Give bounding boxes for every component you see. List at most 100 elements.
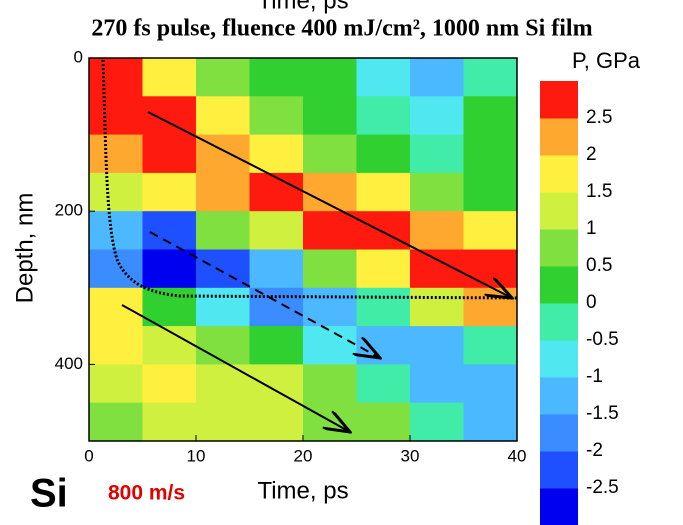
colorbar-swatch: [540, 451, 578, 489]
colorbar-swatch: [540, 340, 578, 378]
field-cell: [463, 134, 518, 174]
field-cell: [463, 287, 518, 327]
field-cell: [463, 326, 518, 365]
field-cell: [142, 134, 197, 174]
material-label: Si: [30, 472, 68, 516]
field-cell: [89, 364, 143, 404]
field-cell: [356, 172, 411, 212]
field-cell: [89, 172, 143, 212]
field-cell: [356, 249, 411, 289]
field-cell: [410, 211, 464, 250]
field-cell: [303, 58, 357, 97]
field-cell: [249, 326, 304, 365]
y-axis-label: Depth, nm: [11, 193, 38, 304]
field-cell: [196, 287, 250, 327]
field-cell: [89, 96, 143, 136]
x-tick-label: 20: [294, 446, 313, 465]
field-cell: [463, 58, 518, 97]
arrow: [149, 231, 380, 358]
colorbar-swatch: [540, 266, 578, 304]
colorbar-tick-label: 1: [586, 218, 597, 239]
field-cell: [89, 287, 143, 327]
y-tick-label: 200: [55, 201, 83, 220]
colorbar-tick-label: -1.5: [586, 403, 619, 424]
x-tick-label: 0: [84, 446, 93, 465]
field-cell: [356, 402, 411, 442]
colorbar-swatch: [540, 155, 578, 193]
field-cell: [142, 172, 197, 212]
colorbar-tick-label: 0.5: [586, 255, 612, 276]
field-cell: [303, 364, 357, 404]
colorbar-tick-label: 2.5: [586, 107, 612, 128]
colorbar-tick-label: 1.5: [586, 181, 612, 202]
field-cell: [249, 211, 304, 250]
y-tick-label: 0: [74, 47, 83, 66]
field-cell: [142, 402, 197, 442]
colorbar-tick-label: 0: [586, 292, 597, 313]
field-cell: [196, 364, 250, 404]
colorbar-swatch: [540, 414, 578, 452]
field-cell: [410, 58, 464, 97]
colorbar-title: P, GPa: [572, 48, 641, 73]
field-cell: [196, 402, 250, 442]
field-cell: [196, 249, 250, 289]
x-tick-label: 30: [401, 446, 420, 465]
field-cell: [410, 287, 464, 327]
field-cell: [89, 211, 143, 250]
field-cell: [463, 96, 518, 136]
field-cell: [249, 402, 304, 442]
field-cell: [196, 58, 250, 97]
field-cell: [303, 211, 357, 250]
field-cell: [249, 58, 304, 97]
field-cell: [463, 211, 518, 250]
field-cell: [463, 364, 518, 404]
colorbar-swatch: [540, 118, 578, 156]
colorbar-swatch: [540, 303, 578, 341]
speed-label: 800 m/s: [108, 482, 185, 505]
field-cell: [356, 96, 411, 136]
annotation-lines: [101, 59, 518, 432]
field-cell: [410, 402, 464, 442]
field-cell: [249, 249, 304, 289]
colorbar-swatch: [540, 488, 578, 525]
field-cell: [356, 211, 411, 250]
field-cell: [89, 58, 143, 97]
field-cell: [356, 287, 411, 327]
plot-area: [89, 58, 518, 442]
colorbar-tick-label: -0.5: [586, 329, 619, 350]
x-axis-label: Time, ps: [257, 477, 348, 504]
field-cell: [249, 96, 304, 136]
arrow: [147, 111, 512, 298]
colorbar-tick-label: -2.5: [586, 477, 619, 498]
field-cell: [410, 172, 464, 212]
field-cell: [410, 134, 464, 174]
field-cell: [303, 402, 357, 442]
field-cell: [356, 58, 411, 97]
field-cell: [142, 96, 197, 136]
colorbar-swatch: [540, 192, 578, 230]
field-cell: [463, 172, 518, 212]
field-cell: [463, 402, 518, 442]
chart-title: 270 fs pulse, fluence 400 mJ/cm², 1000 n…: [91, 16, 592, 42]
field-cell: [89, 326, 143, 365]
field-cell: [303, 249, 357, 289]
field-cell: [142, 211, 197, 250]
x-tick-label: 40: [508, 446, 527, 465]
field-cell: [196, 96, 250, 136]
arrow: [121, 304, 350, 432]
x-tick-label: 10: [187, 446, 206, 465]
field-cell: [142, 58, 197, 97]
field-cell: [249, 364, 304, 404]
colorbar-tick-label: -2: [586, 440, 603, 461]
field-cell: [303, 96, 357, 136]
field-cell: [463, 249, 518, 289]
field-cell: [410, 364, 464, 404]
colorbar-swatch: [540, 229, 578, 267]
field-cell: [303, 326, 357, 365]
field-cell: [356, 364, 411, 404]
field-cell: [142, 364, 197, 404]
field-cell: [142, 249, 197, 289]
field-cell: [196, 172, 250, 212]
field-cell: [410, 96, 464, 136]
